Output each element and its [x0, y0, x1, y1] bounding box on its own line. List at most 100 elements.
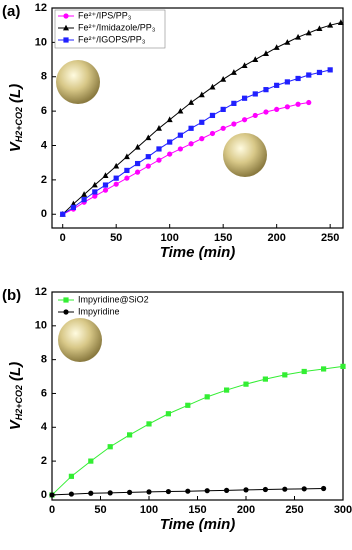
legend-marker [63, 297, 69, 303]
data-point [263, 87, 269, 93]
y-axis-label-part: (L) [7, 84, 24, 103]
data-point [262, 486, 268, 493]
x-tick-label: 100 [140, 504, 158, 516]
data-point [306, 72, 312, 78]
y-axis-label-part: V [7, 140, 24, 152]
data-point [145, 134, 152, 141]
data-point [199, 119, 205, 125]
data-point [177, 146, 183, 152]
data-point [92, 193, 98, 199]
data-point [198, 91, 205, 98]
legend-label: Fe²⁺/Imidazole/PP₃ [78, 22, 156, 32]
data-point [102, 182, 109, 188]
y-tick-label: 10 [35, 36, 47, 48]
x-tick-label: 100 [161, 232, 179, 244]
data-point [81, 197, 87, 203]
x-tick-label: 300 [334, 504, 352, 516]
data-point [146, 489, 152, 495]
y-axis-label: VH2+CO2 (L) [7, 84, 24, 152]
data-point [243, 381, 249, 387]
data-point [92, 189, 98, 195]
data-point [231, 121, 237, 127]
data-point [204, 488, 210, 494]
data-point [113, 175, 119, 181]
x-tick-label: 0 [60, 232, 66, 244]
data-point [295, 75, 301, 82]
data-point [102, 187, 109, 193]
legend-label: Fe²⁺/IPS/PP₃ [78, 10, 132, 20]
x-tick-label: 200 [237, 504, 255, 516]
data-point [337, 19, 344, 26]
data-point [241, 62, 248, 68]
data-point [327, 67, 333, 73]
data-point [102, 172, 109, 178]
data-point [321, 485, 327, 492]
plot-frame [51, 7, 344, 229]
data-point [295, 33, 302, 40]
data-point [123, 153, 130, 160]
data-point [316, 69, 323, 76]
data-point [134, 169, 141, 175]
y-axis-label-part: H2+CO2 [14, 107, 24, 142]
data-point [70, 204, 76, 210]
data-point [209, 130, 216, 137]
data-point [188, 141, 194, 147]
data-point [220, 106, 226, 113]
data-point [224, 487, 230, 493]
y-tick-label: 6 [41, 105, 47, 117]
y-tick-label: 8 [41, 71, 47, 83]
data-point [209, 112, 216, 119]
data-point [60, 211, 66, 217]
data-point [188, 99, 195, 105]
legend-marker [63, 13, 69, 19]
data-point [68, 473, 74, 479]
y-tick-label: 8 [41, 354, 47, 366]
data-point [156, 146, 162, 152]
data-point [321, 366, 327, 372]
y-axis-label: VH2+CO2 (L) [7, 362, 24, 430]
data-point [306, 99, 312, 106]
data-point [252, 91, 258, 97]
y-tick-label: 0 [41, 208, 47, 220]
y-tick-label: 0 [41, 489, 47, 501]
data-point [113, 181, 119, 187]
y-tick-label: 12 [35, 2, 47, 14]
data-point [327, 21, 334, 28]
data-point [113, 162, 120, 169]
data-point [91, 181, 98, 188]
data-point [165, 488, 171, 495]
data-point [107, 490, 113, 496]
data-point [224, 387, 230, 393]
data-point [188, 125, 194, 131]
data-point [262, 376, 268, 382]
data-point [145, 163, 151, 169]
x-axis-label: Time (min) [160, 244, 236, 261]
data-point [156, 157, 162, 163]
legend-marker [63, 24, 69, 31]
y-tick-label: 2 [41, 455, 47, 467]
data-point [177, 132, 183, 138]
data-point [301, 368, 307, 375]
data-point [241, 95, 248, 101]
panel-label: (a) [2, 3, 20, 20]
x-tick-label: 150 [188, 504, 206, 516]
data-point [316, 25, 323, 32]
data-point [209, 83, 216, 90]
data-point [241, 117, 248, 123]
data-point [273, 44, 280, 50]
data-point [127, 432, 133, 438]
data-point [252, 112, 258, 119]
data-point [177, 107, 184, 114]
data-point [282, 372, 288, 378]
data-point [340, 363, 346, 370]
data-point [204, 394, 210, 400]
data-point [263, 109, 269, 115]
y-axis-label-part: V [7, 418, 24, 430]
data-point [230, 69, 237, 75]
data-point [155, 125, 162, 131]
y-axis-label-part: H2+CO2 [14, 385, 24, 420]
legend-marker [63, 309, 69, 315]
x-tick-label: 150 [214, 232, 232, 244]
data-point [166, 116, 173, 123]
